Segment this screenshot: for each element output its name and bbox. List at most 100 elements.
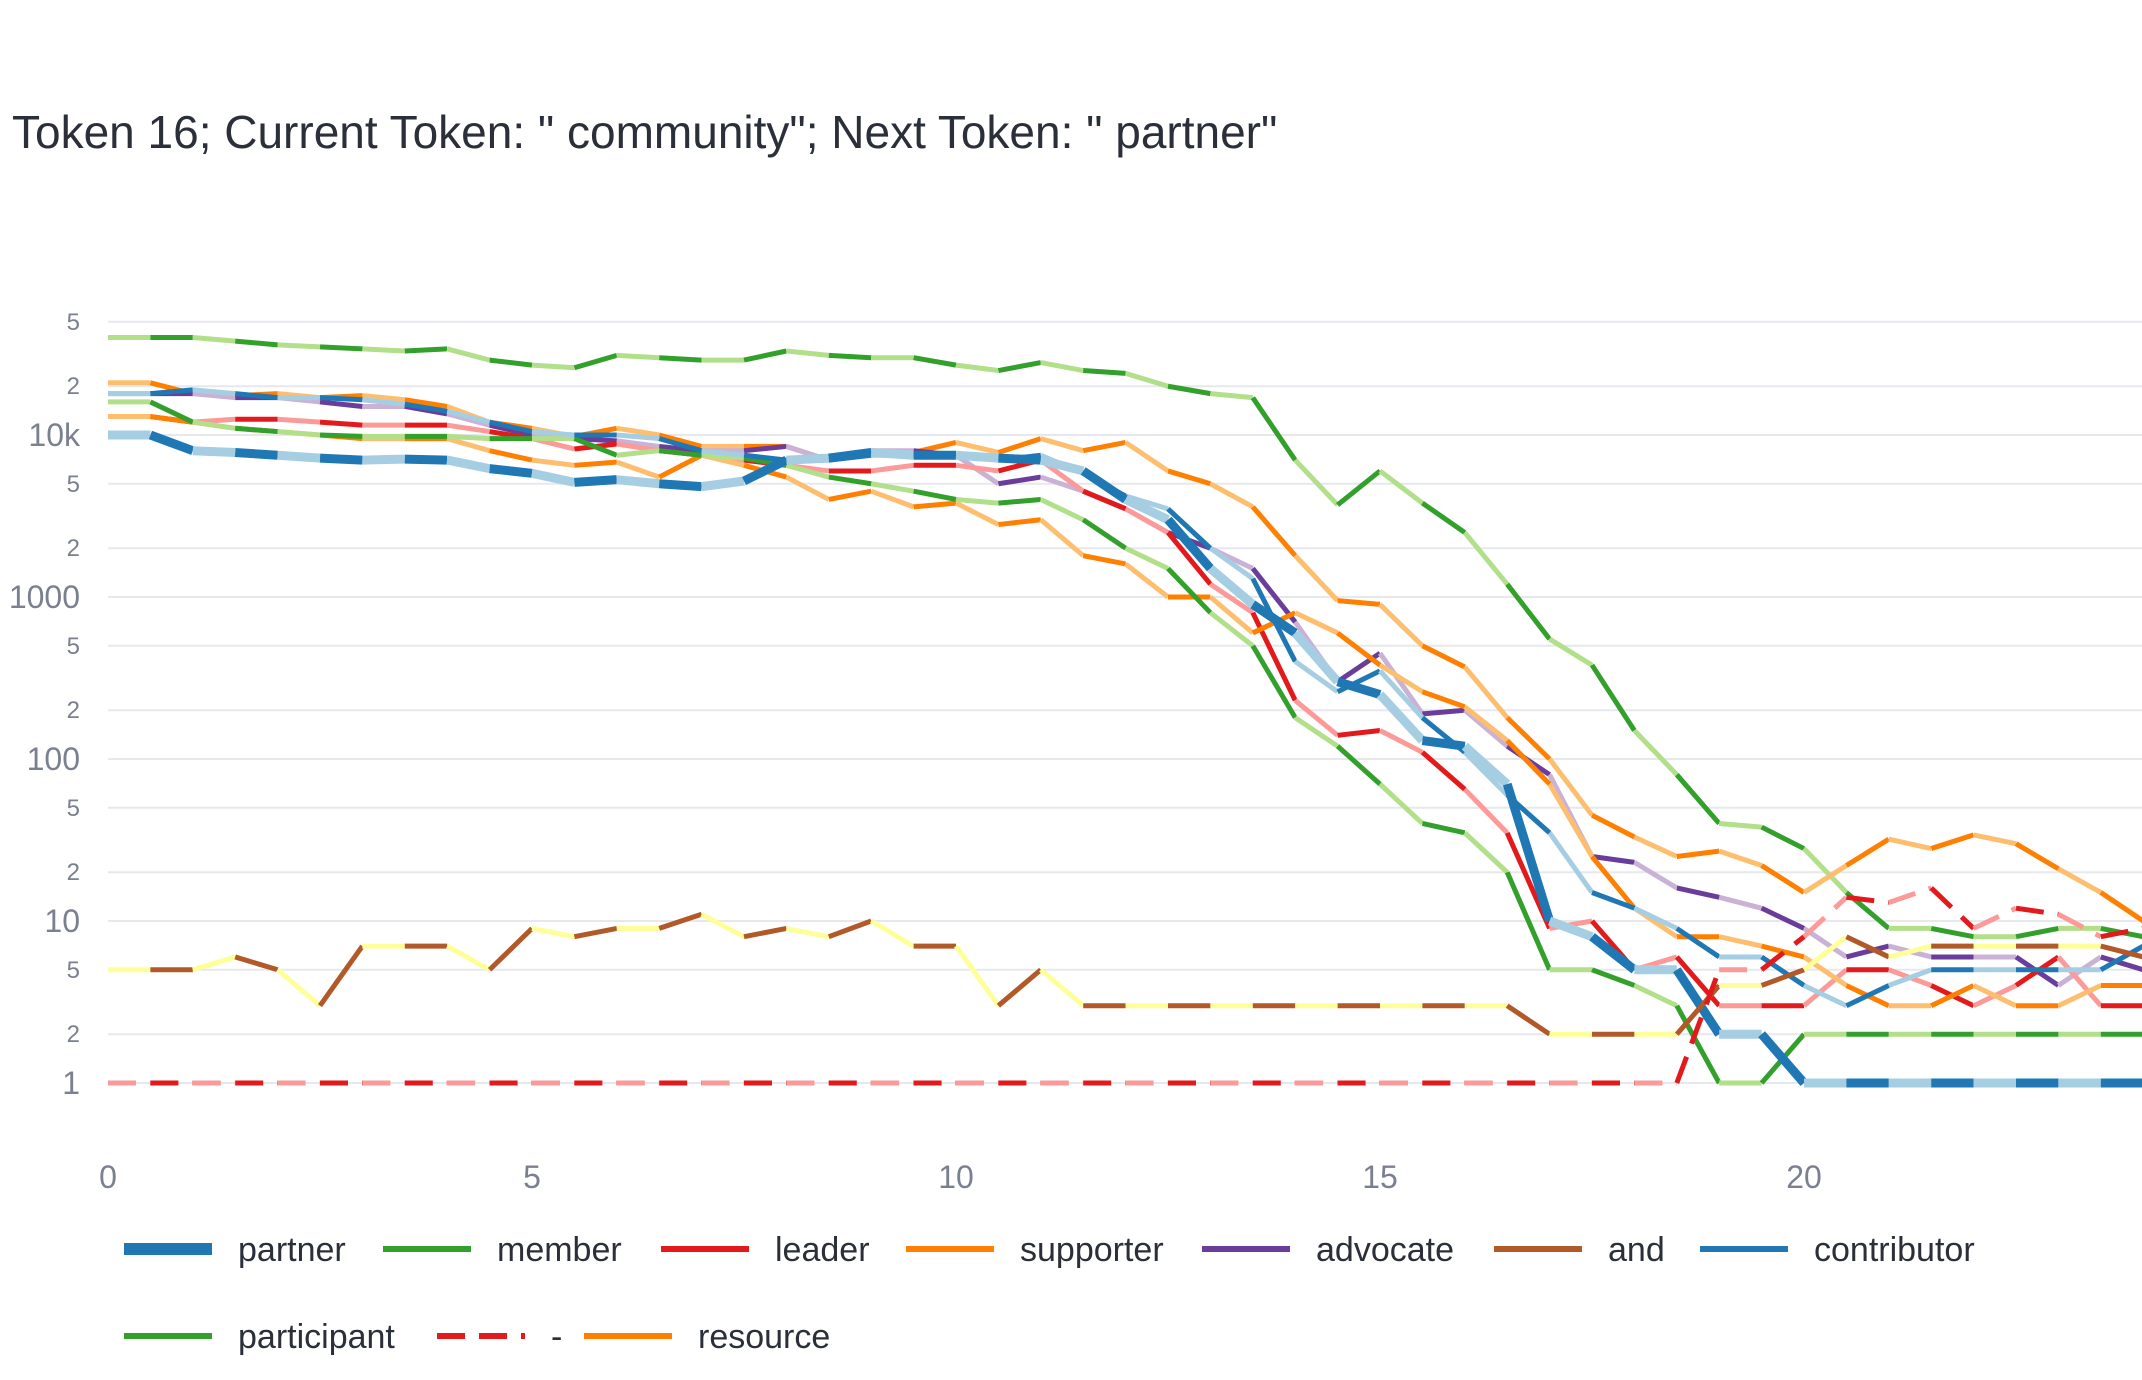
series-segment xyxy=(828,488,872,502)
series-segment xyxy=(2100,926,2142,940)
series-segment xyxy=(1166,530,1213,586)
legend-label: - xyxy=(551,1318,562,1356)
series-segment xyxy=(1505,582,1552,641)
legend-item-and[interactable]: and xyxy=(1494,1231,1665,1269)
series-segment xyxy=(192,391,236,401)
legend-label: supporter xyxy=(1020,1231,1164,1269)
series-segment xyxy=(277,342,321,350)
series-segment xyxy=(998,496,1042,506)
series-segment xyxy=(658,448,702,458)
series-segment xyxy=(1421,736,1466,751)
series-contributor xyxy=(108,387,2142,1008)
series-segment xyxy=(1930,832,1975,851)
plot-area xyxy=(108,334,2142,1088)
series-segment xyxy=(1591,967,1636,988)
legend-item-resource[interactable]: resource xyxy=(584,1318,830,1356)
series-segment xyxy=(1718,894,1763,911)
legend-label: advocate xyxy=(1316,1231,1454,1269)
series-segment xyxy=(616,432,660,442)
series-segment xyxy=(317,944,365,1008)
series-segment xyxy=(1674,773,1722,826)
legend-item-participant[interactable]: participant xyxy=(124,1318,395,1356)
series-segment xyxy=(192,334,236,344)
series-segment xyxy=(1210,391,1254,401)
y-axis: 1 10 100 1000 10k 2 5 2 5 2 5 2 5 2 5 xyxy=(9,309,81,1101)
series-segment xyxy=(996,967,1043,1008)
legend-item-dash[interactable]: - xyxy=(437,1318,562,1356)
series-segment xyxy=(573,352,618,371)
series-segment xyxy=(1420,501,1467,535)
series-segment xyxy=(1760,863,1806,895)
series-segment xyxy=(235,425,278,435)
series-segment xyxy=(1845,943,1890,960)
series-segment xyxy=(1293,698,1340,738)
series-segment xyxy=(1845,837,1891,868)
series-segment xyxy=(1505,1003,1551,1037)
series-segment xyxy=(1082,488,1127,512)
series-segment xyxy=(658,911,703,931)
series-segment xyxy=(1378,468,1424,506)
series-segment xyxy=(997,436,1042,455)
series-segment xyxy=(1675,926,1721,960)
series-segment xyxy=(1846,894,1890,906)
series-segment xyxy=(785,462,830,480)
series-segment xyxy=(2057,983,2102,1008)
legend-label: and xyxy=(1608,1231,1665,1269)
series-segment xyxy=(1039,497,1085,522)
series-segment xyxy=(785,474,830,502)
series-segment xyxy=(1632,728,1679,777)
series-segment xyxy=(785,925,830,940)
y-tick-label: 100 xyxy=(27,741,80,777)
series-segment xyxy=(1589,663,1637,732)
series-advocate xyxy=(108,391,2142,988)
legend-item-partner[interactable]: partner xyxy=(124,1231,346,1269)
series-segment xyxy=(1718,934,1763,949)
series-segment xyxy=(786,453,830,465)
series-segment xyxy=(1207,565,1256,608)
legend-item-leader[interactable]: leader xyxy=(661,1231,870,1269)
series-segment xyxy=(1591,854,1635,865)
series-segment xyxy=(1547,831,1595,894)
series-segment xyxy=(1293,553,1340,603)
y-tick-label: 2 xyxy=(67,697,80,724)
series-segment xyxy=(192,954,236,973)
y-tick-label: 5 xyxy=(67,795,80,822)
y-tick-label: 10 xyxy=(44,903,80,939)
series-segment xyxy=(1760,934,1806,972)
series-partner xyxy=(108,430,2142,1088)
series-segment xyxy=(953,944,1001,1008)
series-segment xyxy=(1633,860,1679,891)
series-segment xyxy=(531,468,576,487)
series-segment xyxy=(148,430,195,455)
series-segment xyxy=(574,475,618,487)
series-segment xyxy=(616,448,660,458)
legend-item-advocate[interactable]: advocate xyxy=(1202,1231,1454,1269)
series-segment xyxy=(1377,651,1425,716)
y-tick-label: 1000 xyxy=(9,579,80,615)
series-segment xyxy=(1547,782,1595,858)
series-segment xyxy=(1039,455,1085,476)
series-segment xyxy=(615,459,661,480)
y-tick-label: 5 xyxy=(67,957,80,984)
series-segment xyxy=(489,357,533,368)
series-segment xyxy=(1633,905,1678,931)
legend-label: leader xyxy=(775,1231,870,1269)
series-segment xyxy=(998,517,1042,528)
series-segment xyxy=(1802,967,1849,1008)
series-segment xyxy=(1802,895,1849,939)
series-segment xyxy=(574,459,617,468)
series-segment xyxy=(1590,854,1637,910)
series-segment xyxy=(531,925,575,940)
series-segment xyxy=(1124,371,1169,389)
series-segment xyxy=(1164,516,1214,572)
series-segment xyxy=(827,918,873,940)
series-segment xyxy=(1291,629,1341,685)
legend-item-supporter[interactable]: supporter xyxy=(906,1231,1164,1269)
series-segment xyxy=(701,448,745,458)
series-segment xyxy=(1972,905,2018,931)
series-segment xyxy=(913,500,957,510)
legend-item-contributor[interactable]: contributor xyxy=(1700,1231,1975,1269)
legend-item-member[interactable]: member xyxy=(383,1231,622,1269)
chart-title: Token 16; Current Token: " community"; N… xyxy=(12,106,1278,158)
